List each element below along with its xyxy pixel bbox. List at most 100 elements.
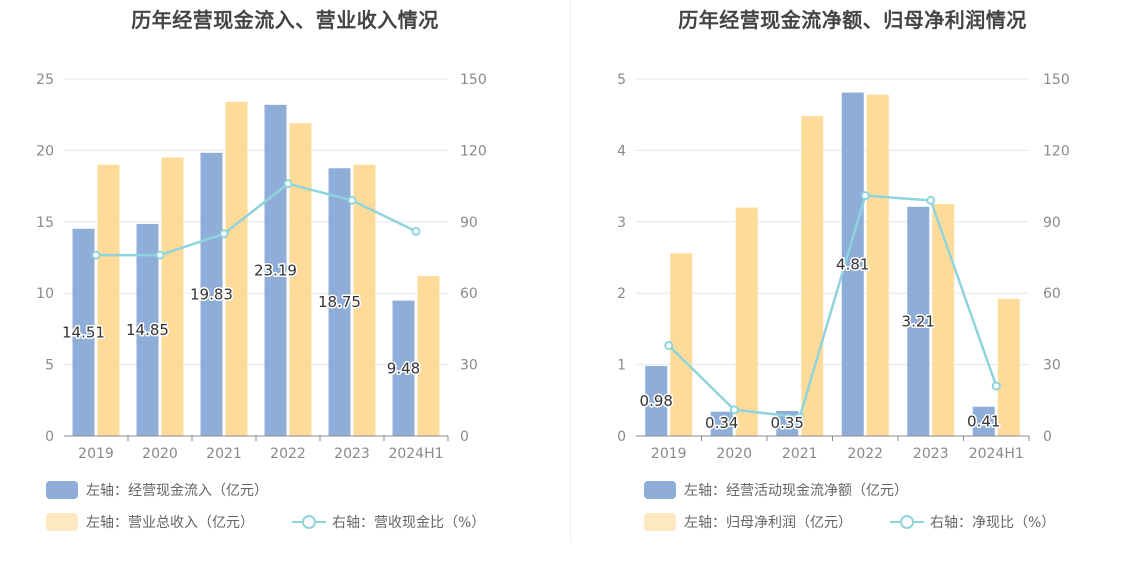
y-left-tick-label: 2 [617,286,626,302]
bar-net-profit [670,253,693,436]
x-tick-label: 2023 [913,446,949,462]
bar-cash-inflow [72,228,95,436]
y-right-tick-label: 90 [1043,215,1061,231]
bar-revenue [225,101,248,437]
bar-data-label: 23.19 [254,261,297,279]
y-right-tick-label: 60 [460,286,478,302]
bar-cash-inflow [328,168,351,436]
y-right-tick-label: 30 [1043,358,1061,374]
y-left-tick-label: 0 [617,429,626,445]
y-left-tick-label: 5 [45,358,54,374]
legend-label: 右轴：营收现金比（%） [332,515,486,531]
legend-item-net-profit[interactable]: 左轴：归母净利润（亿元） [644,512,852,532]
x-tick-label: 2020 [716,446,752,462]
legend-item-revenue[interactable]: 左轴：营业总收入（亿元） [46,512,254,532]
bar-data-label: 19.83 [190,285,233,303]
legend-item-revenue-cash-ratio[interactable]: 右轴：营收现金比（%） [292,512,485,532]
bar-data-label: 9.48 [387,359,420,377]
y-right-tick-label: 60 [1043,286,1061,302]
bar-revenue [97,164,120,436]
bar-cash-inflow [392,300,415,436]
ratio-point [411,226,421,236]
bar-net-profit [932,203,955,436]
bar-cash-inflow [200,152,223,436]
bar-data-label: 0.34 [705,414,738,432]
x-tick-label: 2022 [847,446,883,462]
x-tick-label: 2020 [142,446,178,462]
y-left-tick-label: 0 [45,429,54,445]
legend-label: 左轴：归母净利润（亿元） [684,515,852,531]
bar-data-label: 14.85 [126,321,169,339]
bar-data-label: 14.51 [62,323,105,341]
ratio-point [926,195,936,205]
bar-data-label: 4.81 [836,255,869,273]
y-right-tick-label: 120 [460,143,487,159]
bar-data-label: 0.41 [967,412,1000,430]
x-tick-label: 2024H1 [388,446,443,462]
chart-panel-net-cash: 历年经营现金流净额、归母净利润情况 0 0 1 30 2 60 3 90 4 120 5 150 201… [571,0,1134,560]
ratio-point [991,381,1001,391]
ratio-point [347,195,357,205]
ratio-point [155,250,165,260]
ratio-point [283,179,293,189]
y-left-tick-label: 3 [617,215,626,231]
bar-net-operating-cash [645,366,668,436]
bar-revenue [417,276,440,436]
legend-swatch-yellow [46,513,78,531]
chart-title: 历年经营现金流入、营业收入情况 [131,8,439,32]
bar-net-profit [735,207,758,436]
bar-net-operating-cash [710,411,733,436]
bar-data-label: 0.35 [771,414,804,432]
bar-data-label: 18.75 [318,293,361,311]
x-tick-label: 2022 [270,446,306,462]
x-tick-label: 2023 [334,446,370,462]
legend-item-net-operating-cash[interactable]: 左轴：经营活动现金流净额（亿元） [644,480,908,500]
bar-net-profit [866,94,889,436]
bar-data-label: 0.98 [640,392,673,410]
chart-panel-cash-inflow: 历年经营现金流入、营业收入情况 0 0 5 30 10 60 15 90 20 120 25 150 2… [0,0,570,560]
x-tick-label: 2021 [206,446,242,462]
y-right-tick-label: 150 [460,72,487,88]
ratio-point [664,341,674,351]
ratio-point [860,191,870,201]
chart-svg-net-cash: 0 0 1 30 2 60 3 90 4 120 5 150 2019 2020 2021 2022 2023 2… [617,72,1070,462]
y-left-tick-label: 20 [36,143,54,159]
x-tick-label: 2021 [782,446,818,462]
y-right-tick-label: 90 [460,215,478,231]
ratio-line [96,182,417,257]
panel-divider [570,0,571,542]
legend-label: 左轴：营业总收入（亿元） [86,515,254,531]
legend-swatch-yellow [644,513,676,531]
bar-net-profit [997,298,1020,436]
y-left-tick-label: 1 [617,358,626,374]
legend-label: 左轴：经营现金流入（亿元） [86,483,268,499]
bar-cash-inflow [136,223,159,436]
y-left-tick-label: 5 [617,72,626,88]
bar-net-operating-cash [907,206,930,436]
chart-svg-cash-inflow: 0 0 5 30 10 60 15 90 20 120 25 150 2019 2020 2021 2022 2… [36,72,487,462]
y-left-tick-label: 25 [36,72,54,88]
legend-line-icon [292,515,326,529]
bar-revenue [289,123,312,436]
bar-revenue [353,164,376,436]
y-left-tick-label: 4 [617,143,626,159]
legend-item-net-cash-ratio[interactable]: 右轴：净现比（%） [890,512,1055,532]
x-tick-label: 2019 [651,446,687,462]
ratio-point [795,412,805,422]
legend-item-cash-inflow[interactable]: 左轴：经营现金流入（亿元） [46,480,268,500]
bar-net-profit [801,116,824,437]
y-left-tick-label: 10 [36,286,54,302]
x-tick-label: 2019 [78,446,114,462]
y-right-tick-label: 30 [460,358,478,374]
y-right-tick-label: 120 [1043,143,1070,159]
ratio-line [667,194,998,419]
y-right-tick-label: 0 [460,429,469,445]
bar-net-operating-cash [972,406,995,436]
legend-label: 左轴：经营活动现金流净额（亿元） [684,483,908,499]
chart-title: 历年经营现金流净额、归母净利润情况 [678,8,1027,32]
ratio-point [729,405,739,415]
bar-data-label: 3.21 [902,312,935,330]
y-left-tick-label: 15 [36,215,54,231]
legend-swatch-blue [46,481,78,499]
bar-revenue [161,157,184,437]
